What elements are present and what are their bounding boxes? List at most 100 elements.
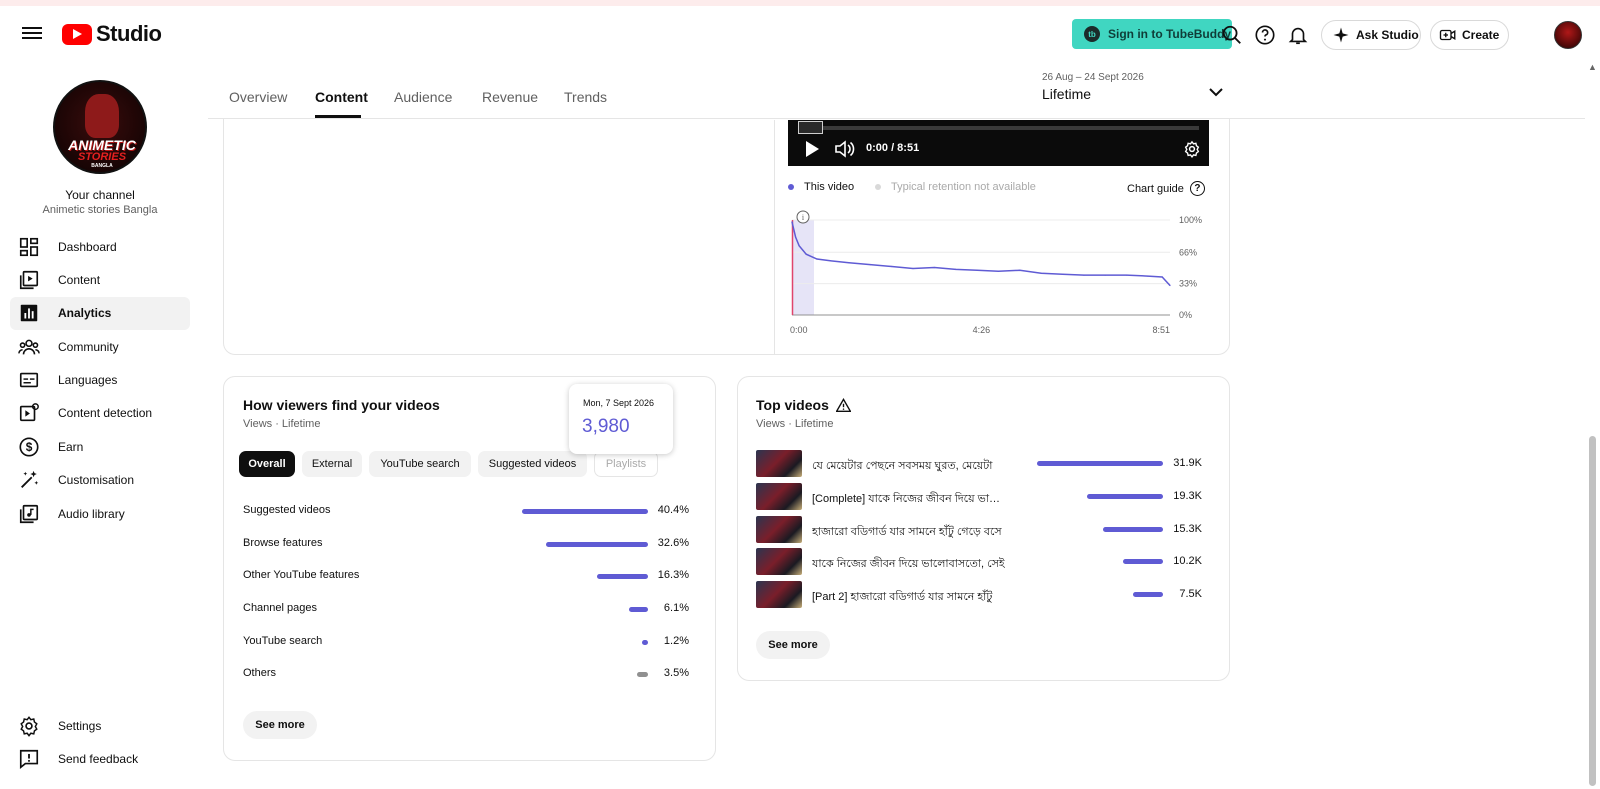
dashboard-icon [19, 237, 39, 256]
source-label: Others [243, 667, 277, 679]
sidebar-item-customisation[interactable]: Customisation [10, 464, 190, 497]
video-thumbnail [756, 483, 802, 510]
tab-content[interactable]: Content [315, 89, 368, 105]
avatar-logo-text-2: STORIES [77, 151, 127, 163]
help-icon[interactable] [1254, 24, 1276, 46]
menu-icon[interactable] [20, 24, 44, 44]
sidebar-item-analytics[interactable]: Analytics [10, 296, 190, 330]
sidebar-item-label: Customisation [58, 473, 135, 488]
chip-external[interactable]: External [302, 451, 362, 477]
retention-point [816, 258, 818, 260]
top-video-row[interactable]: হাজারো বডিগার্ড যার সামনে হাঁটু গেড়ে বস… [756, 516, 1206, 544]
chip-playlists[interactable]: Playlists [594, 451, 658, 477]
chart-tooltip: Mon, 7 Sept 2026 3,980 [569, 384, 673, 454]
sidebar-item-earn[interactable]: $ Earn [10, 430, 190, 463]
play-icon[interactable] [804, 140, 820, 158]
info-icon [796, 210, 810, 224]
retention-point [1169, 284, 1171, 287]
tab-audience[interactable]: Audience [394, 89, 453, 105]
notifications-icon[interactable] [1287, 24, 1309, 46]
sidebar-item-audio-library[interactable]: Audio library [10, 497, 190, 530]
account-avatar[interactable] [1554, 21, 1582, 49]
top-video-row[interactable]: [Part 2] হাজারো বডিগার্ড যার সামনে হাঁটু… [756, 581, 1206, 609]
warning-icon[interactable] [836, 398, 851, 412]
source-bar [642, 640, 648, 645]
content-detection-icon [19, 403, 39, 422]
retention-point [955, 268, 957, 270]
top-video-row[interactable]: [Complete] যাকে নিজের জীবন দিয়ে ভালোবাস… [756, 483, 1206, 511]
volume-icon[interactable] [834, 139, 856, 159]
sidebar-item-content[interactable]: Content [10, 263, 190, 296]
search-icon[interactable] [1221, 24, 1243, 46]
chip-suggested-videos[interactable]: Suggested videos [478, 451, 587, 477]
legend-this-video: This video [788, 181, 854, 193]
legend-dot [788, 184, 794, 190]
chart-guide-button[interactable]: Chart guide ? [1127, 181, 1205, 196]
sidebar-item-send-feedback[interactable]: Send feedback [10, 742, 190, 775]
sidebar-item-community[interactable]: Community [10, 330, 190, 363]
player-settings-icon[interactable] [1183, 140, 1201, 158]
source-label: Browse features [243, 537, 323, 549]
sidebar-item-label: Content [58, 272, 101, 287]
source-value: 32.6% [657, 537, 689, 549]
avatar-logo-text-3: BANGLA [91, 163, 113, 169]
top-video-row[interactable]: যে মেয়েটার পেছনে সবসময় ঘুরত, মেয়েটা 31… [756, 450, 1206, 478]
top-video-row[interactable]: যাকে নিজের জীবন দিয়ে ভালোবাসতো, সেই 10.2… [756, 548, 1206, 576]
tab-revenue[interactable]: Revenue [482, 89, 539, 105]
avatar-figure [85, 94, 119, 138]
tab-overview[interactable]: Overview [229, 89, 288, 105]
retention-chart[interactable]: 100% 66% 33% 0% 0:00 4:26 8:51 i [785, 205, 1215, 340]
scrollbar-thumb[interactable] [1589, 436, 1596, 786]
source-value: 16.3% [657, 569, 689, 581]
retention-divider [774, 120, 775, 354]
traffic-source-row[interactable]: Suggested videos 40.4% [243, 501, 693, 521]
create-button[interactable]: Create [1430, 20, 1509, 50]
player-time: 0:00 / 8:51 [866, 142, 920, 154]
traffic-source-row[interactable]: YouTube search 1.2% [243, 632, 693, 652]
ask-studio-label: Ask Studio [1356, 28, 1419, 42]
scroll-up-icon[interactable]: ▲ [1588, 62, 1597, 72]
retention-point [1161, 276, 1163, 278]
sidebar-item-label: Community [58, 339, 119, 354]
top-videos-see-more-button[interactable]: See more [756, 631, 830, 659]
date-range-picker[interactable]: 26 Aug – 24 Sept 2026 Lifetime [1042, 72, 1242, 112]
traffic-source-row[interactable]: Channel pages 6.1% [243, 599, 693, 619]
sidebar: ANIMETIC STORIES BANGLA Your channel Ani… [0, 62, 200, 789]
sidebar-item-languages[interactable]: Languages [10, 364, 190, 397]
y-tick-label: 66% [1179, 247, 1197, 257]
source-bar [597, 574, 648, 579]
retention-point [791, 221, 793, 223]
player-scrubber[interactable] [798, 126, 1199, 130]
y-tick-label: 33% [1179, 279, 1197, 289]
top-videos-title: Top videos [756, 397, 829, 413]
video-thumbnail [756, 450, 802, 477]
page-scrollbar[interactable]: ▲ [1585, 62, 1600, 789]
sidebar-item-dashboard[interactable]: Dashboard [10, 230, 190, 263]
video-player[interactable]: 0:00 / 8:51 [788, 120, 1209, 166]
traffic-source-row[interactable]: Browse features 32.6% [243, 534, 693, 554]
chip-overall[interactable]: Overall [239, 451, 295, 477]
sidebar-item-content-detection[interactable]: Content detection [10, 397, 190, 430]
languages-icon [19, 372, 39, 388]
tubebuddy-signin-button[interactable]: tb Sign in to TubeBuddy [1072, 19, 1232, 49]
earn-icon: $ [19, 437, 39, 457]
channel-avatar[interactable]: ANIMETIC STORIES BANGLA [53, 80, 147, 174]
retention-point [1019, 269, 1021, 271]
tooltip-date: Mon, 7 Sept 2026 [583, 398, 655, 408]
tab-trends[interactable]: Trends [564, 89, 608, 105]
video-views-bar [1123, 559, 1163, 564]
ask-studio-button[interactable]: Ask Studio [1321, 20, 1421, 50]
traffic-source-row[interactable]: Others 3.5% [243, 664, 693, 684]
video-views: 10.2K [1173, 555, 1202, 567]
video-title: হাজারো বডিগার্ড যার সামনে হাঁটু গেড়ে বস… [812, 526, 1002, 538]
top-strip [0, 0, 1600, 6]
retention-point [1126, 274, 1128, 276]
sidebar-item-settings[interactable]: Settings [10, 709, 190, 742]
active-tab-indicator [315, 115, 361, 118]
traffic-see-more-button[interactable]: See more [243, 711, 317, 739]
sidebar-item-label: Content detection [58, 406, 153, 421]
studio-logo[interactable]: Studio [62, 21, 162, 47]
chip-youtube-search[interactable]: YouTube search [369, 451, 471, 477]
traffic-source-row[interactable]: Other YouTube features 16.3% [243, 566, 693, 586]
video-thumbnail [756, 581, 802, 608]
